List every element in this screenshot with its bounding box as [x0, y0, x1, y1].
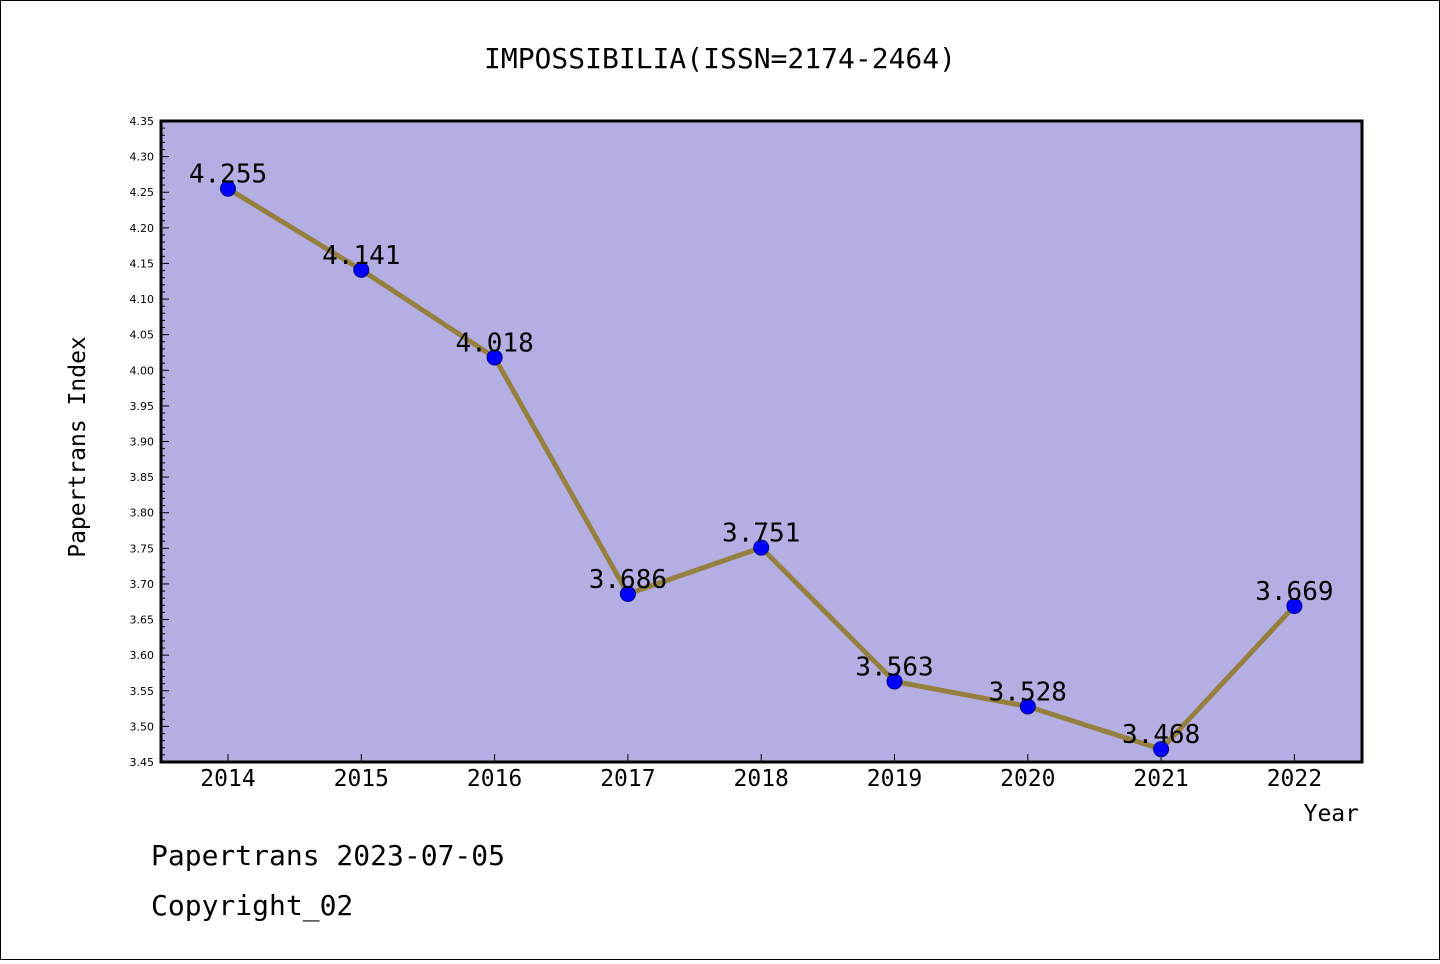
data-point — [753, 539, 770, 556]
y-axis-label: Papertrans Index — [65, 336, 91, 558]
y-tick-label: 3.60 — [130, 649, 155, 662]
data-point — [1019, 698, 1036, 715]
series-papertrans-index: 4.255 4.141 4.018 3.686 3.751 3.563 3.528 3.468… — [189, 160, 1334, 758]
y-tick-label: 4.20 — [130, 222, 155, 235]
data-label: 3.468 — [1122, 720, 1200, 750]
data-label: 4.018 — [455, 328, 533, 358]
data-point — [1286, 598, 1303, 615]
y-tick-label: 3.50 — [130, 720, 155, 733]
data-point — [486, 349, 503, 366]
data-label: 3.528 — [989, 677, 1067, 707]
data-point — [619, 585, 636, 602]
x-tick-label: 2022 — [1267, 766, 1322, 792]
y-tick-label: 3.70 — [130, 578, 155, 591]
data-point — [353, 261, 370, 278]
x-tick-label: 2019 — [867, 766, 922, 792]
y-tick-label: 4.25 — [130, 186, 155, 199]
y-tick-label: 4.30 — [130, 151, 155, 164]
y-tick-label: 3.75 — [130, 542, 155, 555]
x-tick-label: 2021 — [1133, 766, 1188, 792]
footer-date: Papertrans 2023-07-05 — [151, 839, 505, 872]
x-tick-label: 2018 — [734, 766, 789, 792]
data-label: 3.686 — [589, 565, 667, 595]
y-tick-label: 4.05 — [130, 329, 155, 342]
y-tick-label: 4.10 — [130, 293, 155, 306]
data-label: 3.563 — [855, 653, 933, 683]
x-tick-label: 2020 — [1000, 766, 1055, 792]
y-tick-label: 3.65 — [130, 614, 155, 627]
data-label: 4.141 — [322, 241, 400, 271]
x-axis: 2014 2015 2016 2017 2018 2019 2020 2021 2022 — [200, 754, 1322, 792]
plot-area — [159, 119, 1364, 764]
x-tick-label: 2016 — [467, 766, 522, 792]
y-tick-label: 3.85 — [130, 471, 155, 484]
data-label: 3.751 — [722, 519, 800, 549]
footer-copyright: Copyright_02 — [151, 889, 353, 923]
y-tick-label: 4.15 — [130, 257, 155, 270]
y-tick-label: 3.45 — [130, 756, 155, 769]
data-point — [1153, 741, 1170, 758]
x-axis-label: Year — [1304, 801, 1359, 827]
y-tick-label: 4.35 — [130, 115, 155, 128]
x-tick-label: 2015 — [334, 766, 389, 792]
y-tick-label: 4.00 — [130, 364, 155, 377]
data-label: 3.669 — [1255, 577, 1333, 607]
x-tick-label: 2017 — [600, 766, 655, 792]
y-tick-label: 3.55 — [130, 685, 155, 698]
y-tick-label: 3.90 — [130, 436, 155, 449]
data-point — [220, 180, 236, 197]
x-tick-label: 2014 — [200, 766, 255, 792]
y-tick-label: 3.95 — [130, 400, 155, 413]
data-point — [886, 673, 903, 690]
chart-title: IMPOSSIBILIA(ISSN=2174-2464) — [484, 42, 956, 75]
y-tick-label: 3.80 — [130, 507, 155, 520]
data-label: 4.255 — [189, 160, 267, 190]
y-axis: 3.45 3.50 3.55 3.60 3.65 3.70 3.75 3.80 3.85 3.90… — [130, 115, 169, 769]
